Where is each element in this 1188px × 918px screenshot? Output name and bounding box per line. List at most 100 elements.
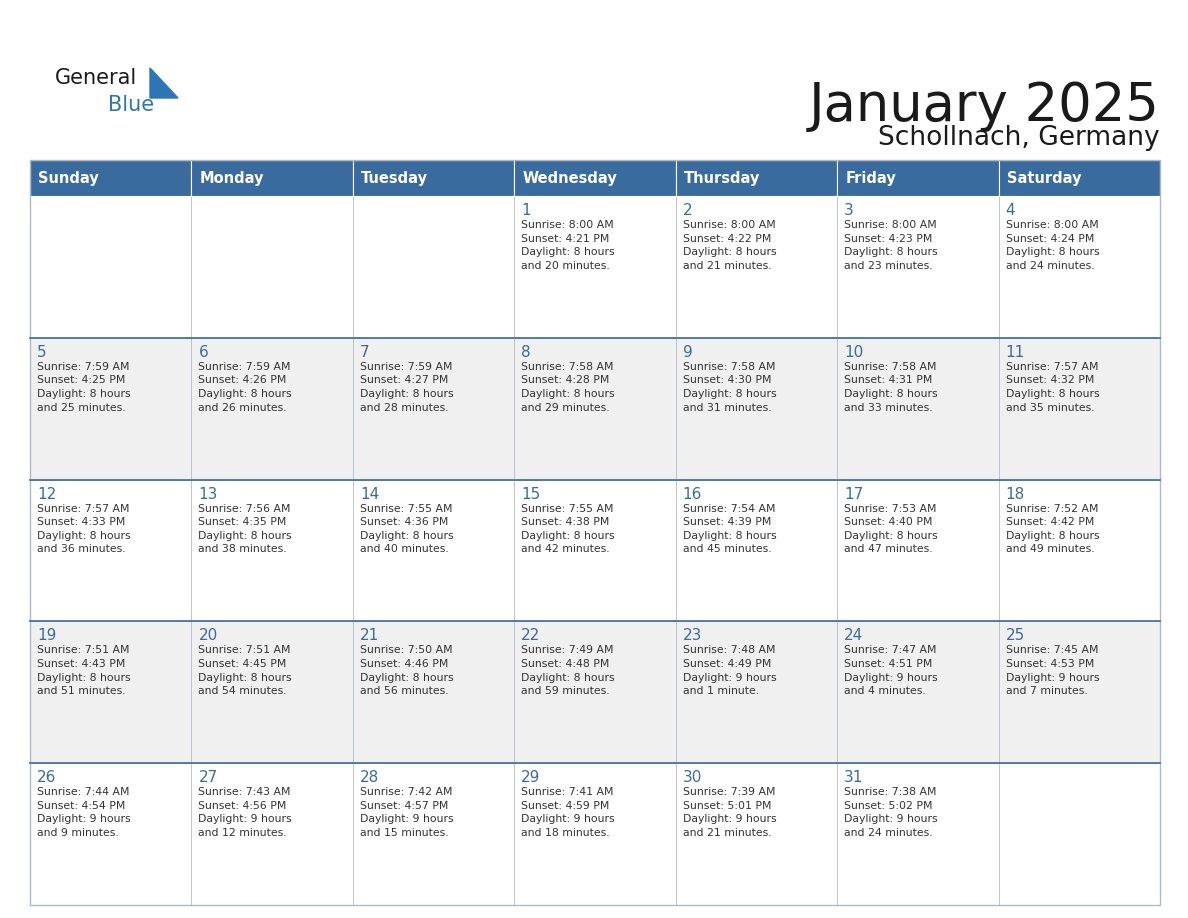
Bar bbox=[838, 338, 999, 479]
Text: Sunrise: 7:51 AM
Sunset: 4:45 PM
Daylight: 8 hours
and 54 minutes.: Sunrise: 7:51 AM Sunset: 4:45 PM Dayligh… bbox=[198, 645, 292, 696]
Text: Monday: Monday bbox=[200, 171, 264, 185]
Text: 29: 29 bbox=[522, 770, 541, 785]
Bar bbox=[191, 763, 353, 905]
Bar bbox=[514, 479, 676, 621]
Text: 5: 5 bbox=[37, 345, 46, 360]
Text: 24: 24 bbox=[845, 629, 864, 644]
Bar bbox=[30, 338, 191, 479]
Bar bbox=[838, 763, 999, 905]
Text: 30: 30 bbox=[683, 770, 702, 785]
Text: 9: 9 bbox=[683, 345, 693, 360]
Text: Sunrise: 7:38 AM
Sunset: 5:02 PM
Daylight: 9 hours
and 24 minutes.: Sunrise: 7:38 AM Sunset: 5:02 PM Dayligh… bbox=[845, 788, 937, 838]
Bar bbox=[514, 338, 676, 479]
Text: Sunrise: 7:54 AM
Sunset: 4:39 PM
Daylight: 8 hours
and 45 minutes.: Sunrise: 7:54 AM Sunset: 4:39 PM Dayligh… bbox=[683, 504, 776, 554]
Text: 3: 3 bbox=[845, 203, 854, 218]
Text: Sunrise: 7:43 AM
Sunset: 4:56 PM
Daylight: 9 hours
and 12 minutes.: Sunrise: 7:43 AM Sunset: 4:56 PM Dayligh… bbox=[198, 788, 292, 838]
Text: Sunrise: 7:51 AM
Sunset: 4:43 PM
Daylight: 8 hours
and 51 minutes.: Sunrise: 7:51 AM Sunset: 4:43 PM Dayligh… bbox=[37, 645, 131, 696]
Bar bbox=[676, 763, 838, 905]
Bar bbox=[838, 479, 999, 621]
Text: 20: 20 bbox=[198, 629, 217, 644]
Bar bbox=[30, 621, 191, 763]
Text: 14: 14 bbox=[360, 487, 379, 501]
Text: Sunday: Sunday bbox=[38, 171, 99, 185]
Bar bbox=[353, 338, 514, 479]
Bar bbox=[676, 196, 838, 338]
Text: 11: 11 bbox=[1005, 345, 1025, 360]
Bar bbox=[838, 621, 999, 763]
Text: Sunrise: 7:57 AM
Sunset: 4:33 PM
Daylight: 8 hours
and 36 minutes.: Sunrise: 7:57 AM Sunset: 4:33 PM Dayligh… bbox=[37, 504, 131, 554]
Bar bbox=[514, 763, 676, 905]
Text: 12: 12 bbox=[37, 487, 56, 501]
Text: Sunrise: 7:47 AM
Sunset: 4:51 PM
Daylight: 9 hours
and 4 minutes.: Sunrise: 7:47 AM Sunset: 4:51 PM Dayligh… bbox=[845, 645, 937, 696]
Bar bbox=[353, 479, 514, 621]
Text: 13: 13 bbox=[198, 487, 217, 501]
Bar bbox=[999, 196, 1159, 338]
Bar bbox=[999, 479, 1159, 621]
Text: Sunrise: 8:00 AM
Sunset: 4:21 PM
Daylight: 8 hours
and 20 minutes.: Sunrise: 8:00 AM Sunset: 4:21 PM Dayligh… bbox=[522, 220, 615, 271]
Text: Sunrise: 7:56 AM
Sunset: 4:35 PM
Daylight: 8 hours
and 38 minutes.: Sunrise: 7:56 AM Sunset: 4:35 PM Dayligh… bbox=[198, 504, 292, 554]
Bar bbox=[676, 160, 838, 196]
Text: 1: 1 bbox=[522, 203, 531, 218]
Text: Sunrise: 7:58 AM
Sunset: 4:30 PM
Daylight: 8 hours
and 31 minutes.: Sunrise: 7:58 AM Sunset: 4:30 PM Dayligh… bbox=[683, 362, 776, 412]
Text: Sunrise: 7:59 AM
Sunset: 4:27 PM
Daylight: 8 hours
and 28 minutes.: Sunrise: 7:59 AM Sunset: 4:27 PM Dayligh… bbox=[360, 362, 454, 412]
Bar bbox=[999, 621, 1159, 763]
Bar bbox=[514, 621, 676, 763]
Bar bbox=[676, 621, 838, 763]
Bar bbox=[30, 160, 191, 196]
Text: 23: 23 bbox=[683, 629, 702, 644]
Text: Sunrise: 7:41 AM
Sunset: 4:59 PM
Daylight: 9 hours
and 18 minutes.: Sunrise: 7:41 AM Sunset: 4:59 PM Dayligh… bbox=[522, 788, 615, 838]
Text: Sunrise: 7:58 AM
Sunset: 4:31 PM
Daylight: 8 hours
and 33 minutes.: Sunrise: 7:58 AM Sunset: 4:31 PM Dayligh… bbox=[845, 362, 937, 412]
Bar bbox=[999, 338, 1159, 479]
Text: Sunrise: 7:52 AM
Sunset: 4:42 PM
Daylight: 8 hours
and 49 minutes.: Sunrise: 7:52 AM Sunset: 4:42 PM Dayligh… bbox=[1005, 504, 1099, 554]
Text: 10: 10 bbox=[845, 345, 864, 360]
Bar bbox=[353, 621, 514, 763]
Bar bbox=[191, 160, 353, 196]
Text: General: General bbox=[55, 68, 138, 88]
Text: 8: 8 bbox=[522, 345, 531, 360]
Bar bbox=[353, 160, 514, 196]
Bar bbox=[838, 196, 999, 338]
Text: Blue: Blue bbox=[108, 95, 154, 115]
Bar bbox=[514, 196, 676, 338]
Text: 27: 27 bbox=[198, 770, 217, 785]
Text: Sunrise: 7:50 AM
Sunset: 4:46 PM
Daylight: 8 hours
and 56 minutes.: Sunrise: 7:50 AM Sunset: 4:46 PM Dayligh… bbox=[360, 645, 454, 696]
Text: 17: 17 bbox=[845, 487, 864, 501]
Text: 26: 26 bbox=[37, 770, 56, 785]
Bar bbox=[999, 160, 1159, 196]
Bar bbox=[676, 338, 838, 479]
Bar bbox=[30, 479, 191, 621]
Text: Sunrise: 7:58 AM
Sunset: 4:28 PM
Daylight: 8 hours
and 29 minutes.: Sunrise: 7:58 AM Sunset: 4:28 PM Dayligh… bbox=[522, 362, 615, 412]
Text: Sunrise: 7:55 AM
Sunset: 4:36 PM
Daylight: 8 hours
and 40 minutes.: Sunrise: 7:55 AM Sunset: 4:36 PM Dayligh… bbox=[360, 504, 454, 554]
Bar bbox=[514, 160, 676, 196]
Text: Thursday: Thursday bbox=[684, 171, 760, 185]
Text: Sunrise: 7:49 AM
Sunset: 4:48 PM
Daylight: 8 hours
and 59 minutes.: Sunrise: 7:49 AM Sunset: 4:48 PM Dayligh… bbox=[522, 645, 615, 696]
Bar bbox=[30, 196, 191, 338]
Text: Sunrise: 7:45 AM
Sunset: 4:53 PM
Daylight: 9 hours
and 7 minutes.: Sunrise: 7:45 AM Sunset: 4:53 PM Dayligh… bbox=[1005, 645, 1099, 696]
Text: Sunrise: 8:00 AM
Sunset: 4:22 PM
Daylight: 8 hours
and 21 minutes.: Sunrise: 8:00 AM Sunset: 4:22 PM Dayligh… bbox=[683, 220, 776, 271]
Text: 19: 19 bbox=[37, 629, 56, 644]
Bar bbox=[999, 763, 1159, 905]
Text: Sunrise: 7:42 AM
Sunset: 4:57 PM
Daylight: 9 hours
and 15 minutes.: Sunrise: 7:42 AM Sunset: 4:57 PM Dayligh… bbox=[360, 788, 454, 838]
Text: Sunrise: 7:57 AM
Sunset: 4:32 PM
Daylight: 8 hours
and 35 minutes.: Sunrise: 7:57 AM Sunset: 4:32 PM Dayligh… bbox=[1005, 362, 1099, 412]
Text: 7: 7 bbox=[360, 345, 369, 360]
Text: Sunrise: 7:53 AM
Sunset: 4:40 PM
Daylight: 8 hours
and 47 minutes.: Sunrise: 7:53 AM Sunset: 4:40 PM Dayligh… bbox=[845, 504, 937, 554]
Bar bbox=[838, 160, 999, 196]
Text: Sunrise: 8:00 AM
Sunset: 4:24 PM
Daylight: 8 hours
and 24 minutes.: Sunrise: 8:00 AM Sunset: 4:24 PM Dayligh… bbox=[1005, 220, 1099, 271]
Text: January 2025: January 2025 bbox=[809, 80, 1159, 132]
Bar bbox=[30, 763, 191, 905]
Text: 4: 4 bbox=[1005, 203, 1016, 218]
Bar bbox=[191, 621, 353, 763]
Bar bbox=[191, 479, 353, 621]
Text: Tuesday: Tuesday bbox=[361, 171, 428, 185]
Text: 18: 18 bbox=[1005, 487, 1025, 501]
Text: Sunrise: 8:00 AM
Sunset: 4:23 PM
Daylight: 8 hours
and 23 minutes.: Sunrise: 8:00 AM Sunset: 4:23 PM Dayligh… bbox=[845, 220, 937, 271]
Text: 6: 6 bbox=[198, 345, 208, 360]
Text: Sunrise: 7:39 AM
Sunset: 5:01 PM
Daylight: 9 hours
and 21 minutes.: Sunrise: 7:39 AM Sunset: 5:01 PM Dayligh… bbox=[683, 788, 776, 838]
Text: 15: 15 bbox=[522, 487, 541, 501]
Bar bbox=[676, 479, 838, 621]
Text: Sunrise: 7:59 AM
Sunset: 4:25 PM
Daylight: 8 hours
and 25 minutes.: Sunrise: 7:59 AM Sunset: 4:25 PM Dayligh… bbox=[37, 362, 131, 412]
Polygon shape bbox=[150, 68, 178, 98]
Text: 21: 21 bbox=[360, 629, 379, 644]
Text: 25: 25 bbox=[1005, 629, 1025, 644]
Text: 2: 2 bbox=[683, 203, 693, 218]
